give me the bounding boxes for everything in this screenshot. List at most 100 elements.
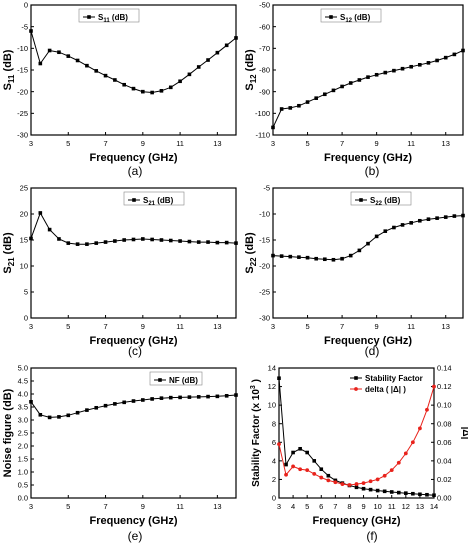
data-point (461, 213, 465, 218)
x-tick-label: 5 (66, 322, 70, 331)
data-point (361, 486, 366, 491)
legend-box (123, 191, 185, 206)
legend: Stability Factor delta ( |Δ| ) (350, 374, 423, 394)
data-point (305, 468, 310, 473)
y-tick-label: 10 (268, 401, 276, 410)
data-point (374, 72, 379, 77)
data-point (271, 253, 275, 258)
data-point (323, 92, 327, 97)
data-point (47, 415, 52, 420)
data-point (354, 485, 359, 490)
data-point (187, 72, 192, 77)
data-point (326, 478, 331, 483)
data-point (403, 451, 408, 456)
data-point (38, 413, 43, 417)
data-point (94, 69, 99, 73)
data-point (288, 254, 293, 259)
data-point (234, 36, 238, 40)
y-tick-label: -25 (259, 288, 270, 297)
y2-tick-label: 0.02 (437, 475, 452, 484)
data-point (288, 106, 293, 110)
data-point (340, 84, 344, 89)
x-tick-label: 13 (213, 139, 221, 148)
data-point (368, 487, 373, 492)
data-point (297, 255, 301, 259)
data-point (29, 29, 33, 33)
data-point (178, 79, 182, 84)
y-axis-label: S22 (dB) (244, 232, 258, 274)
x-tick-label: 3 (29, 322, 33, 331)
data-point (314, 96, 318, 100)
data-point (131, 237, 136, 242)
legend: S12 (dB) (320, 8, 382, 24)
y-tick-label: 0 (24, 1, 28, 10)
data-point (94, 405, 99, 410)
x-tick-label: 11 (407, 139, 415, 148)
legend-entry: delta ( |Δ| ) (365, 385, 406, 394)
data-point (150, 90, 154, 95)
x-tick-label: 9 (375, 139, 379, 148)
legend-box (350, 191, 412, 206)
data-point (196, 395, 201, 399)
x-tick-label: 7 (103, 502, 107, 511)
x-tick-label: 7 (340, 322, 344, 331)
data-point (383, 229, 388, 233)
x-axis-label: Frequency (GHz) (312, 515, 400, 527)
data-point (224, 240, 229, 245)
data-point (85, 242, 89, 246)
data-point (333, 480, 338, 485)
y-axis-label: S11 (dB) (2, 49, 16, 90)
legend: S11 (dB) (78, 8, 140, 24)
data-point (312, 459, 317, 463)
chart-panel-3: 3 5 7 9 11 13 0 5 10 15 20 25 Frequency (GHz) S21 (dB… (2, 184, 238, 358)
y-tick-label: 1.0 (18, 468, 28, 477)
x-axis-label: Frequency (GHz) (89, 335, 177, 347)
y2-tick-label: 0.08 (437, 419, 452, 428)
y2-tick-label: 0.00 (437, 494, 452, 503)
data-point (38, 211, 43, 215)
x-axis-label: Frequency (GHz) (324, 152, 412, 164)
data-point (206, 58, 210, 62)
data-point (426, 61, 431, 65)
x-tick-label: 3 (29, 139, 33, 148)
data-point (29, 236, 33, 241)
y-tick-label: 12 (268, 382, 276, 391)
data-point (66, 241, 71, 245)
legend-marker (354, 387, 358, 391)
data-point (319, 467, 324, 472)
data-point (357, 248, 362, 253)
legend-box (78, 8, 140, 23)
data-point (113, 239, 117, 243)
data-point (368, 479, 373, 484)
panel-caption: (a) (128, 164, 143, 178)
y-tick-label: -15 (259, 236, 270, 245)
data-point (131, 86, 136, 91)
plot-frame (278, 367, 435, 499)
legend-entry: Stability Factor (365, 374, 423, 383)
chart-panel-1: 3 5 7 9 11 13 -30 -25 -20 -15 -10 -5 0 Frequency (GHz… (2, 1, 238, 178)
y-tick-label: 5.0 (18, 364, 28, 373)
legend-marker (354, 376, 358, 380)
data-point (85, 63, 89, 68)
legend-entry: NF (dB) (169, 376, 198, 385)
data-point (409, 64, 413, 69)
legend-marker (132, 198, 136, 202)
data-point (366, 241, 370, 246)
data-point (410, 440, 415, 445)
data-point (113, 78, 117, 82)
y-tick-label: 10 (20, 262, 28, 271)
data-point (375, 477, 380, 482)
y2-axis-label: |Δ| (460, 427, 468, 440)
data-point (168, 85, 173, 90)
data-point (347, 483, 352, 487)
data-point (131, 399, 136, 403)
data-point (331, 257, 336, 262)
data-point (271, 125, 275, 130)
data-point (159, 396, 164, 400)
y-tick-label: -110 (256, 131, 270, 140)
data-point (432, 493, 436, 498)
plot-frame (272, 4, 464, 136)
x-axis-label: Frequency (GHz) (89, 515, 177, 527)
y-tick-label: 6 (272, 438, 276, 447)
plot-frame (272, 187, 464, 319)
